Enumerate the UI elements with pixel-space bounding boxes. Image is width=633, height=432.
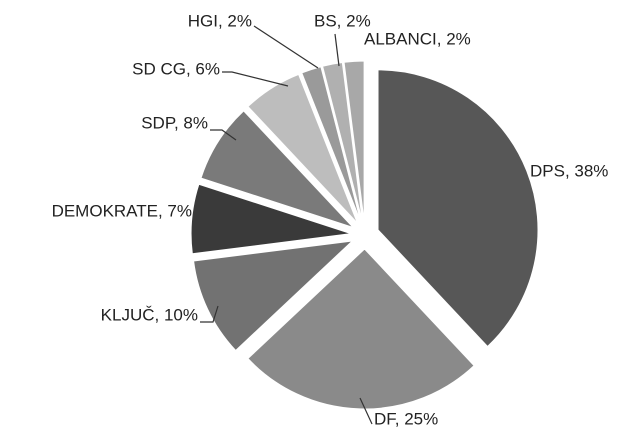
pie-slice xyxy=(343,60,365,222)
leader-line xyxy=(359,397,373,425)
slice-label: SD CG, 6% xyxy=(132,59,220,78)
slice-label: DPS, 38% xyxy=(530,161,608,180)
slice-label: BS, 2% xyxy=(314,11,371,30)
slice-label: KLJUČ, 10% xyxy=(101,305,198,324)
leader-line xyxy=(334,33,340,67)
leader-line xyxy=(210,129,237,141)
pie-slice xyxy=(377,69,539,348)
slice-label: SDP, 8% xyxy=(141,113,208,132)
slice-label: DEMOKRATE, 7% xyxy=(52,201,192,220)
pie-slice xyxy=(301,66,362,222)
leader-line xyxy=(253,25,319,69)
pie-slice xyxy=(321,61,363,222)
pie-slice xyxy=(247,73,358,224)
pie-slice xyxy=(200,110,354,228)
leader-line xyxy=(200,305,219,323)
slice-label: DF, 25% xyxy=(374,409,438,428)
pie-slice xyxy=(247,248,475,410)
slice-label: HGI, 2% xyxy=(188,11,252,30)
pie-slice xyxy=(193,240,354,352)
pie-slice xyxy=(190,183,352,255)
slice-label: ALBANCI, 2% xyxy=(364,29,471,48)
leader-line xyxy=(222,71,289,87)
